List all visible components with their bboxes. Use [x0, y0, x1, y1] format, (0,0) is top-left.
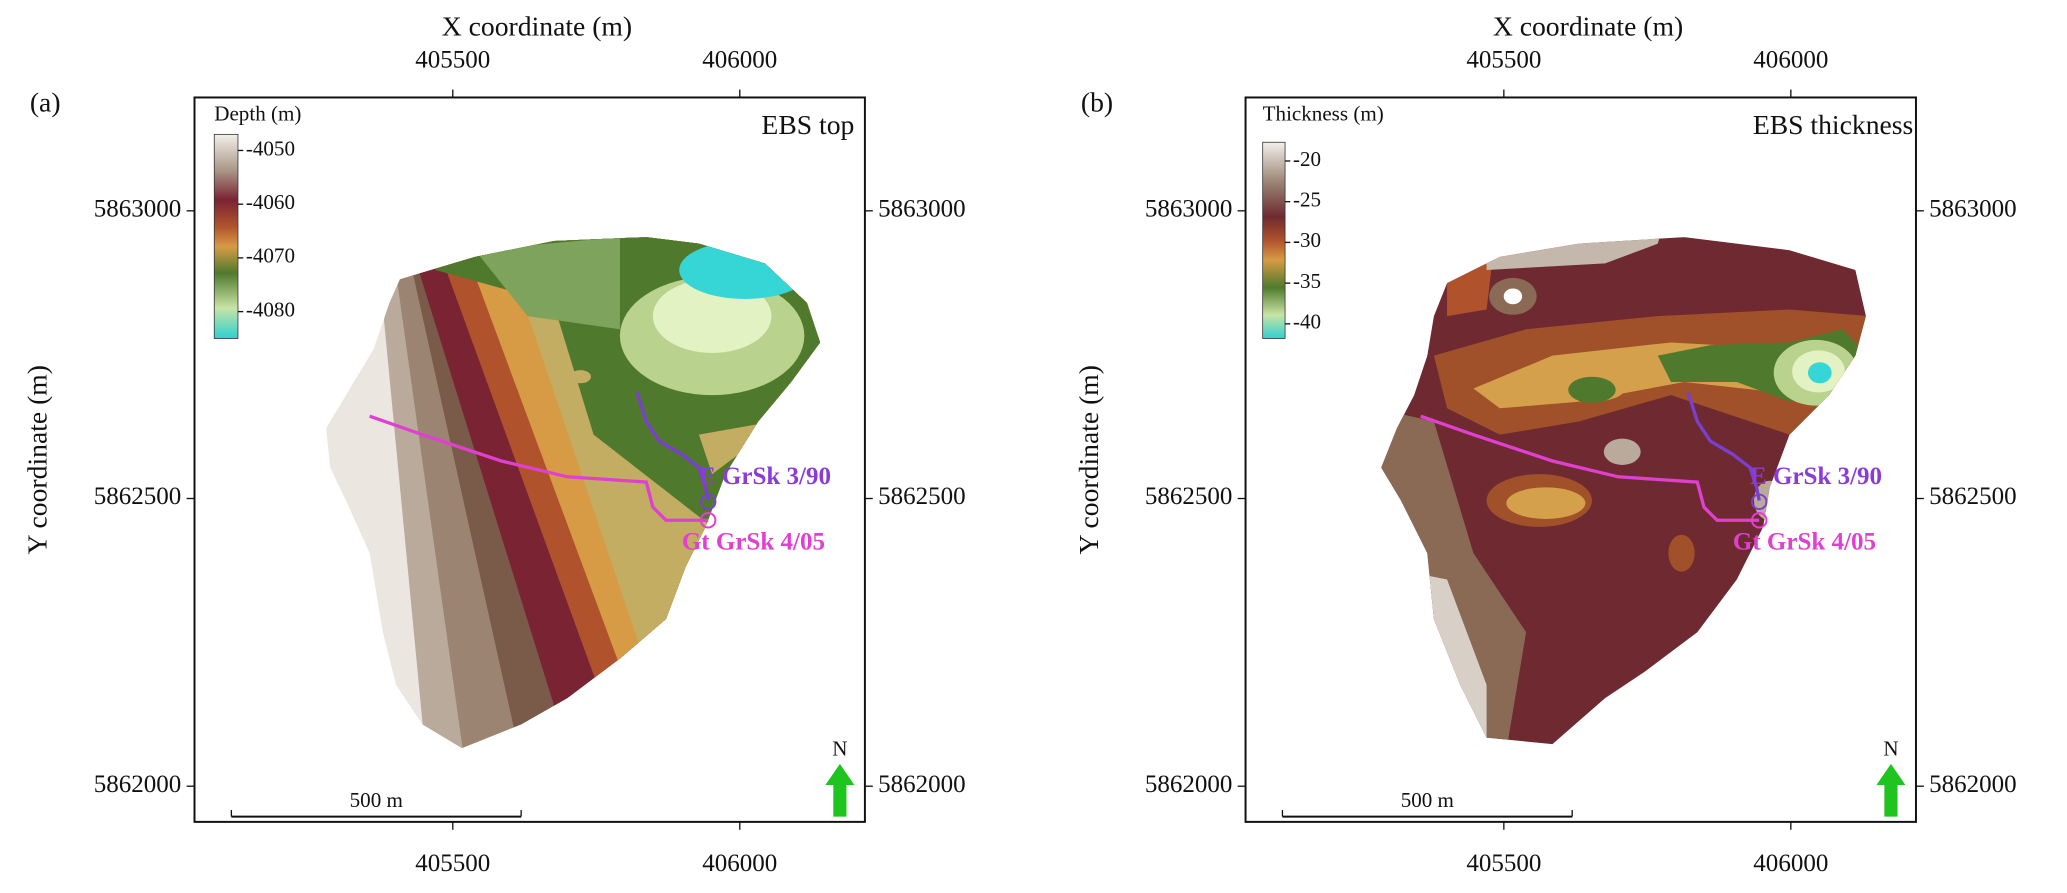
colorbar-tick-label: -4050 — [246, 136, 295, 160]
colorbar-tick-label: -20 — [1293, 147, 1321, 171]
y-tick-label: 5862000 — [1145, 771, 1233, 798]
north-label: N — [832, 737, 847, 761]
panel-a: (a) EBS top X coordinate (m) Y coordinat… — [22, 10, 966, 877]
x-tick-label: 405500 — [415, 47, 490, 74]
colorbar-tick-label: -4070 — [246, 244, 295, 268]
y-axis-label: Y coordinate (m) — [22, 365, 53, 554]
panel-title: EBS thickness — [1753, 109, 1913, 140]
contour-map — [1381, 237, 1866, 745]
x-axis-label: X coordinate (m) — [1493, 10, 1683, 41]
y-tick-label: 5862000 — [1929, 771, 2017, 798]
well-label: E GrSk 3/90 — [699, 463, 831, 490]
panel-label: (b) — [1081, 87, 1113, 118]
y-tick-label: 5863000 — [878, 196, 966, 223]
scale-bar-label: 500 m — [1401, 788, 1455, 812]
scale-bar-label: 500 m — [350, 788, 404, 812]
y-tick-label: 5862500 — [94, 483, 182, 510]
well-label: Gt GrSk 4/05 — [1733, 529, 1876, 556]
frame — [193, 96, 866, 823]
x-tick-label: 406000 — [1753, 47, 1828, 74]
y-tick-label: 5862500 — [1145, 483, 1233, 510]
colorbar-tick-label: -35 — [1293, 269, 1321, 293]
panel-title: EBS top — [761, 109, 854, 140]
well-label: Gt GrSk 4/05 — [682, 529, 825, 556]
north-label: N — [1883, 737, 1898, 761]
x-axis-label: X coordinate (m) — [442, 10, 632, 41]
y-tick-label: 5862000 — [878, 771, 966, 798]
x-tick-label: 405500 — [415, 850, 490, 877]
y-tick-label: 5863000 — [1145, 196, 1233, 223]
y-tick-label: 5862500 — [878, 483, 966, 510]
well-label: E GrSk 3/90 — [1750, 463, 1882, 490]
x-tick-label: 405500 — [1466, 850, 1541, 877]
x-tick-label: 406000 — [1753, 850, 1828, 877]
y-tick-label: 5863000 — [1929, 196, 2017, 223]
panel-b: (b) EBS thickness X coordinate (m) Y coo… — [1073, 10, 2017, 877]
y-tick-label: 5862000 — [94, 771, 182, 798]
contour-map — [326, 237, 821, 749]
panel-label: (a) — [30, 87, 61, 118]
y-tick-label: 5862500 — [1929, 483, 2017, 510]
colorbar — [213, 133, 239, 339]
colorbar-tick-label: -4080 — [246, 297, 295, 321]
colorbar-tick-label: -40 — [1293, 310, 1321, 334]
y-axis-label: Y coordinate (m) — [1073, 365, 1104, 554]
colorbar-title: Thickness (m) — [1263, 102, 1384, 126]
frame — [1244, 96, 1917, 823]
colorbar — [1262, 141, 1286, 339]
colorbar-tick-label: -25 — [1293, 188, 1321, 212]
y-tick-label: 5863000 — [94, 196, 182, 223]
x-tick-label: 406000 — [702, 850, 777, 877]
x-tick-label: 405500 — [1466, 47, 1541, 74]
x-tick-label: 406000 — [702, 47, 777, 74]
colorbar-tick-label: -4060 — [246, 190, 295, 214]
colorbar-tick-label: -30 — [1293, 228, 1321, 252]
colorbar-title: Depth (m) — [214, 102, 301, 126]
